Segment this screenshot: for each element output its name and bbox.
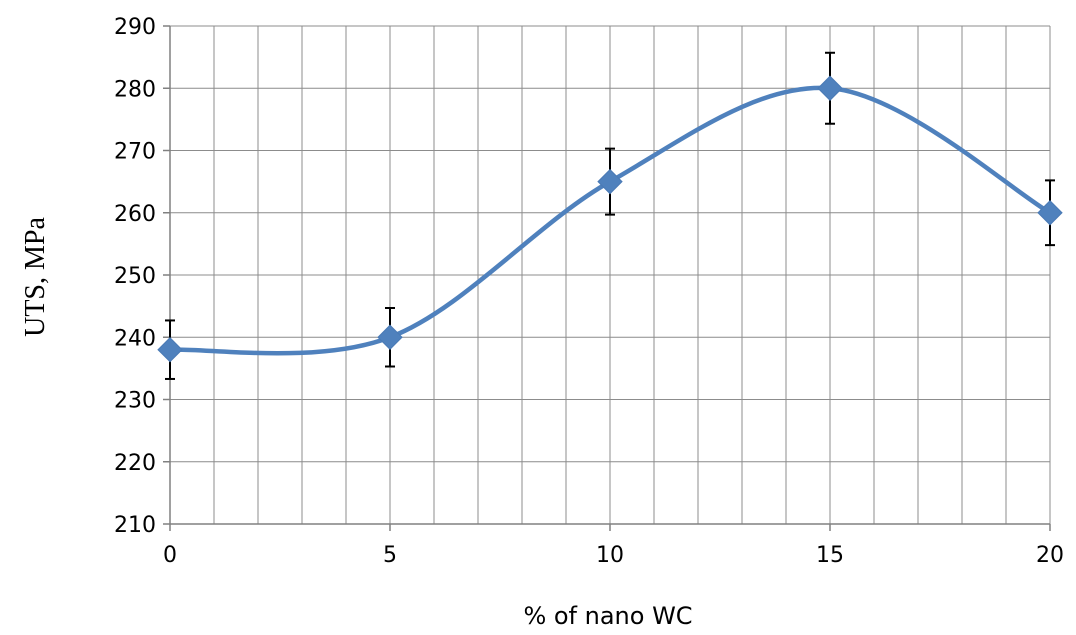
x-axis-label: % of nano WC (523, 602, 692, 630)
y-tick-labels: 210 220 230 240 250 260 270 280 290 (114, 15, 156, 538)
x-tick-label: 5 (383, 543, 397, 568)
y-tick-label: 240 (114, 326, 156, 351)
data-point-marker (597, 168, 623, 195)
data-point-marker (157, 336, 183, 363)
y-tick-label: 260 (114, 202, 156, 227)
data-point-marker (1037, 200, 1063, 226)
axes (163, 25, 1051, 531)
y-tick-label: 220 (114, 451, 156, 476)
grid (169, 25, 1051, 525)
x-tick-labels: 0 5 10 15 20 (163, 543, 1064, 568)
y-tick-label: 210 (114, 513, 156, 538)
y-tick-label: 290 (114, 15, 156, 40)
y-tick-label: 230 (114, 389, 156, 414)
x-tick-label: 15 (816, 543, 844, 568)
y-tick-label: 280 (114, 77, 156, 102)
y-tick-label: 270 (114, 140, 156, 165)
x-tick-label: 10 (596, 543, 624, 568)
x-tick-label: 20 (1036, 543, 1064, 568)
data-point-marker (377, 324, 403, 350)
series-uts (157, 51, 1063, 380)
data-point-marker (817, 75, 843, 101)
y-axis-label: UTS, MPa (20, 217, 51, 337)
x-tick-label: 0 (163, 543, 177, 568)
y-tick-label: 250 (114, 264, 156, 289)
